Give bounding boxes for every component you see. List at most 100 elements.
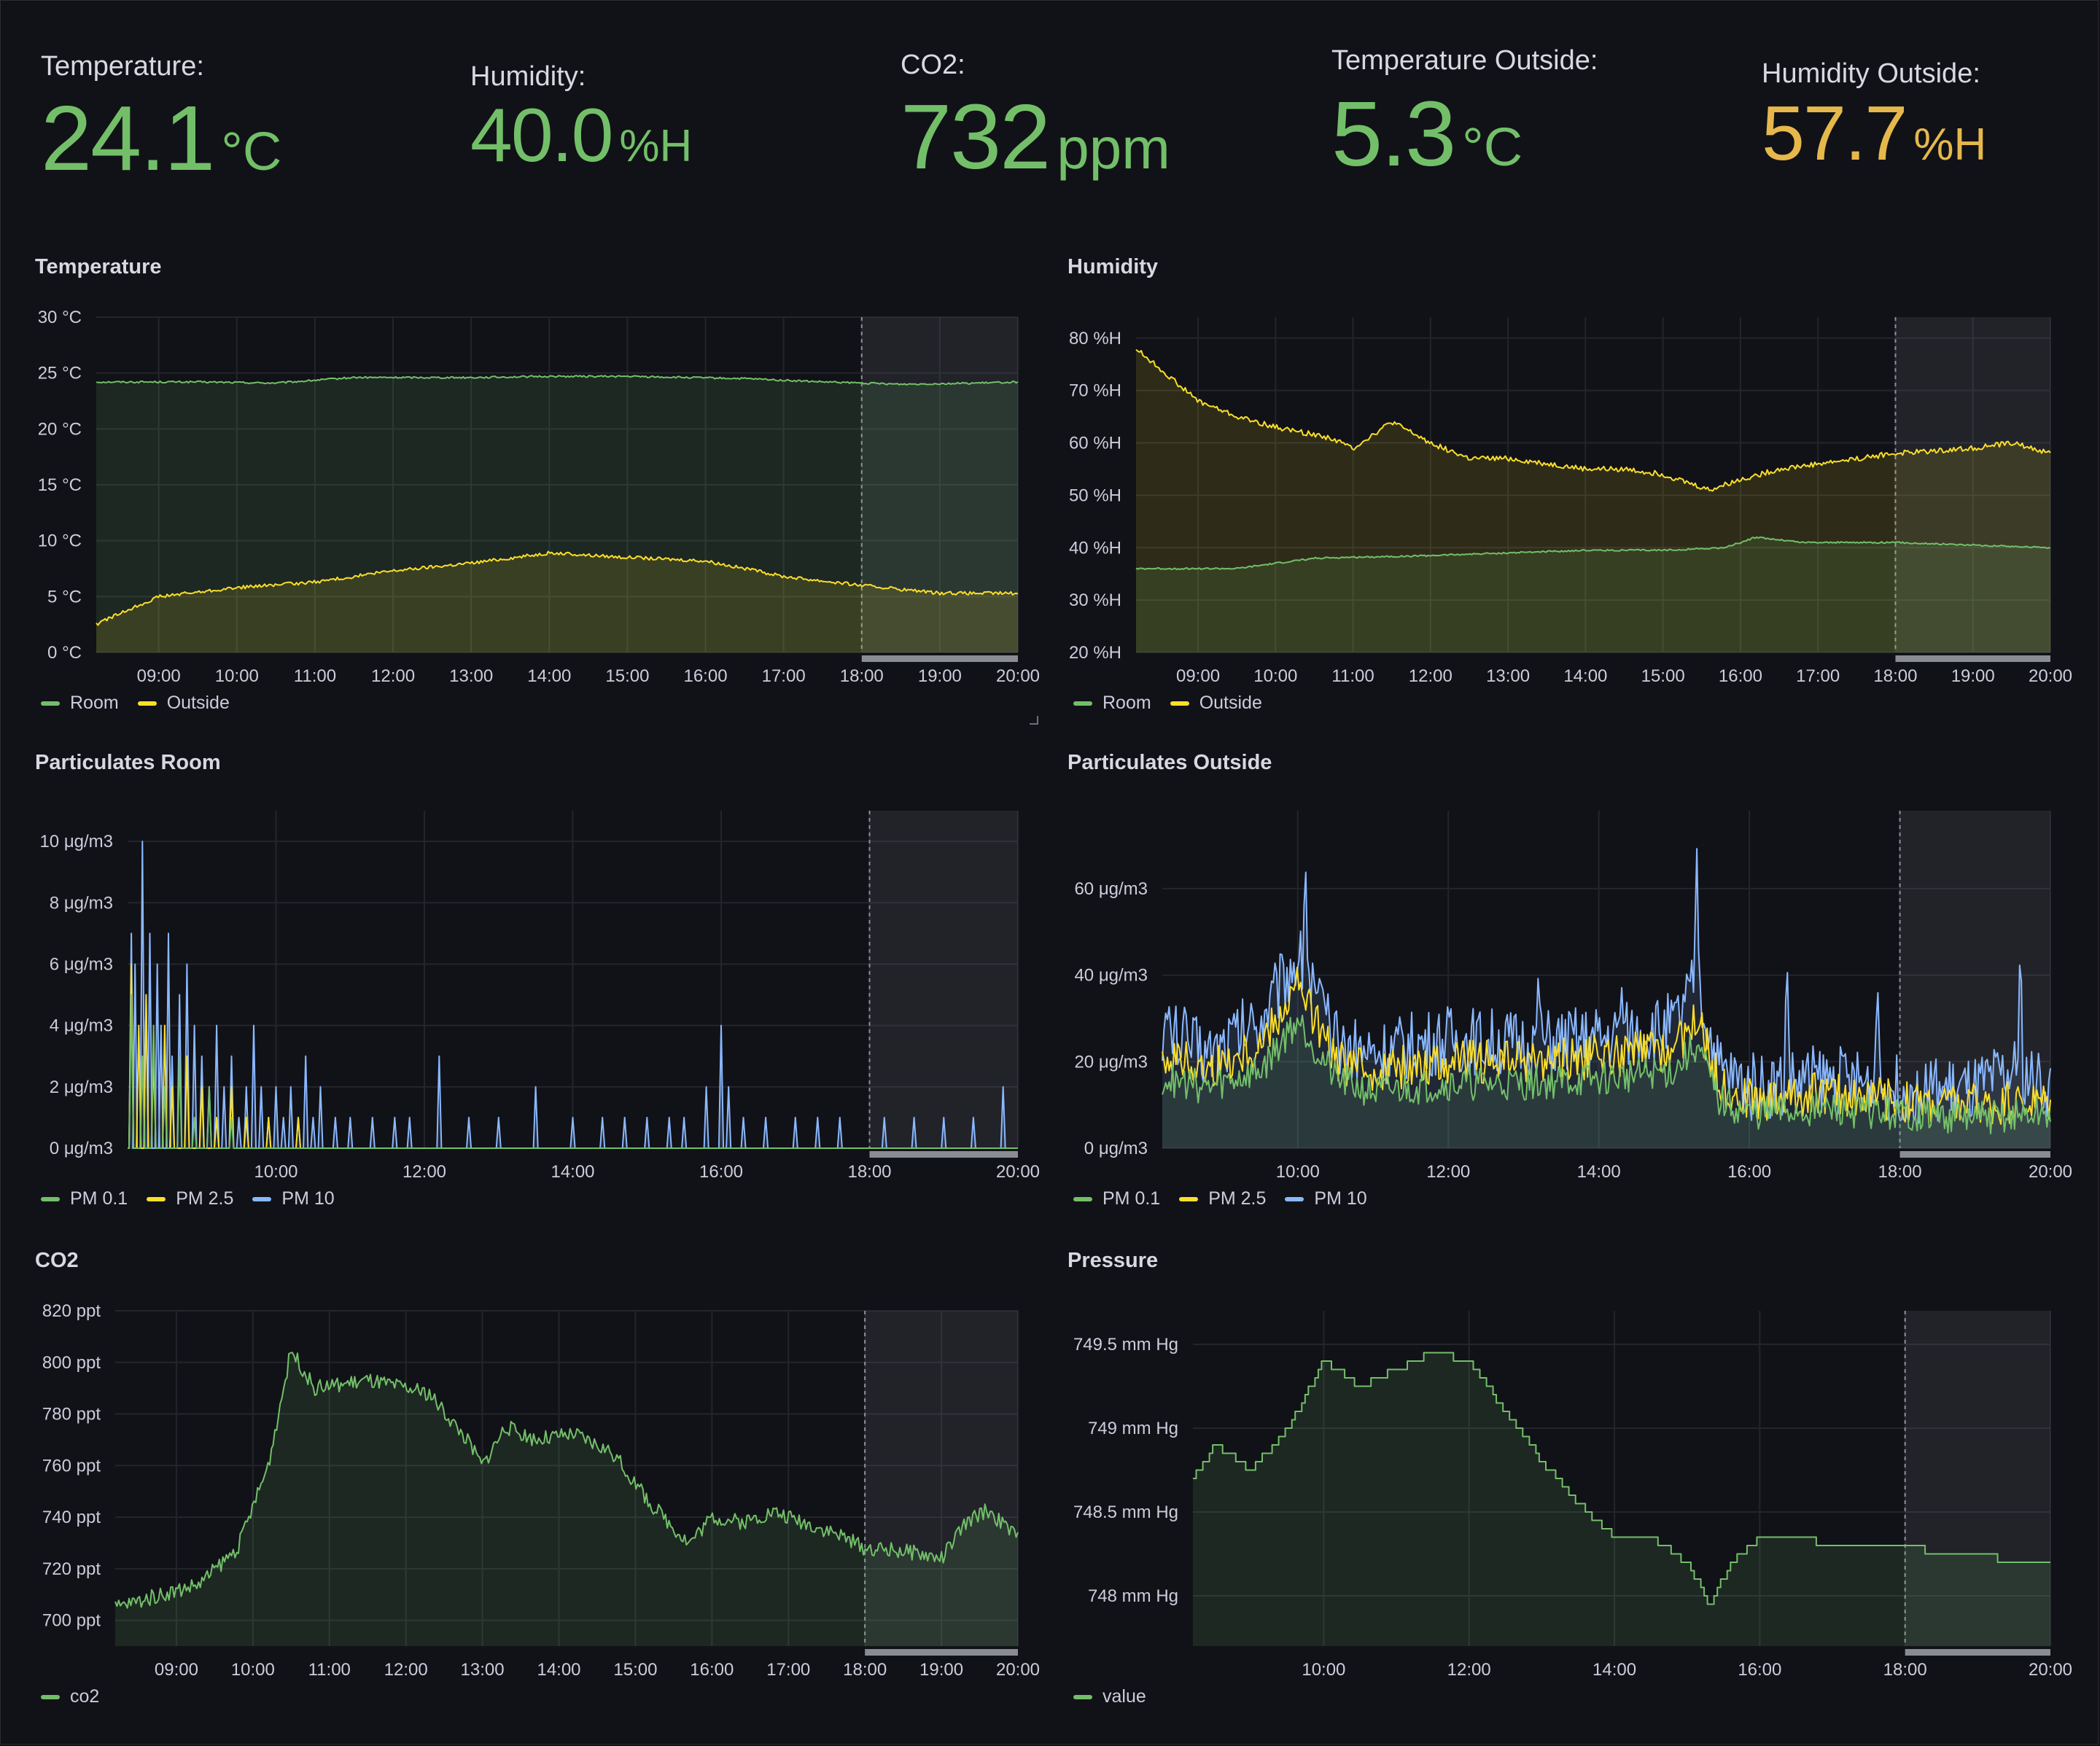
stat-value: 732 — [901, 85, 1049, 188]
y-tick-label: 4 μg/m3 — [50, 1016, 113, 1036]
temperature-chart: 0 °C 5 °C 10 °C 15 °C 20 °C 25 °C 30 °C 09:00 10… — [0, 255, 1043, 693]
stat-value: 24.1 — [41, 87, 214, 190]
stat-value-wrap: 40.0 %H — [470, 93, 692, 179]
legend-swatch — [1170, 701, 1189, 706]
x-tick-label: 20:00 — [2029, 1162, 2072, 1182]
panel-particulates-room[interactable]: Particulates Room 0 μg/m3 2 μg/m3 4 μg/m3 6… — [0, 751, 1043, 1217]
y-tick-label: 749 mm Hg — [1088, 1419, 1178, 1438]
y-tick-label: 10 °C — [38, 531, 82, 551]
stat-humidity-outside[interactable]: Humidity Outside: 57.7 %H — [1762, 58, 1986, 178]
time-region-highlight — [870, 811, 1019, 1148]
legend-item-pm01[interactable]: PM 0.1 — [41, 1188, 128, 1209]
legend-item-pm10[interactable]: PM 10 — [252, 1188, 334, 1209]
y-tick-label: 740 ppt — [42, 1508, 101, 1527]
legend: Room Outside — [41, 693, 230, 714]
x-tick-label: 19:00 — [1951, 666, 1995, 686]
time-region-bar — [1900, 1151, 2050, 1158]
legend-item-value[interactable]: value — [1073, 1686, 1146, 1707]
stat-temperature-outside[interactable]: Temperature Outside: 5.3 °C — [1331, 45, 1598, 187]
legend-swatch — [1073, 1695, 1092, 1699]
panel-co2[interactable]: CO2 700 ppt 720 ppt 740 ppt 760 ppt 780 ppt 8… — [0, 1249, 1043, 1715]
legend-item-room[interactable]: Room — [41, 693, 119, 714]
legend-item-pm10[interactable]: PM 10 — [1285, 1188, 1366, 1209]
x-tick-label: 12:00 — [1426, 1162, 1470, 1182]
legend-item-pm01[interactable]: PM 0.1 — [1073, 1188, 1160, 1209]
x-tick-label: 17:00 — [766, 1660, 810, 1680]
y-tick-label: 10 μg/m3 — [39, 832, 113, 851]
x-tick-label: 09:00 — [1176, 666, 1220, 686]
legend-label: Room — [70, 693, 119, 714]
x-tick-label: 10:00 — [1276, 1162, 1320, 1182]
x-tick-label: 10:00 — [231, 1660, 275, 1680]
y-tick-label: 20 μg/m3 — [1074, 1052, 1148, 1072]
x-tick-label: 20:00 — [2029, 666, 2072, 686]
legend-swatch — [1179, 1197, 1198, 1201]
y-tick-label: 30 °C — [38, 308, 82, 327]
x-tick-label: 12:00 — [384, 1660, 428, 1680]
x-tick-label: 18:00 — [1873, 666, 1917, 686]
stat-value-wrap: 57.7 %H — [1762, 90, 1986, 178]
stat-unit: ppm — [1057, 116, 1170, 181]
co2-chart: 700 ppt720 ppt740 ppt760 ppt780 ppt800 p… — [0, 1249, 1043, 1686]
y-tick-label: 8 μg/m3 — [50, 893, 113, 913]
x-tick-label: 18:00 — [1883, 1660, 1927, 1680]
particulates-outside-chart: 0 μg/m320 μg/m340 μg/m360 μg/m310:00 12:0… — [1032, 751, 2082, 1188]
legend-label: Outside — [1199, 693, 1262, 714]
x-tick-label: 18:00 — [843, 1660, 887, 1680]
y-tick-label: 748.5 mm Hg — [1073, 1503, 1178, 1522]
y-tick-label: 800 ppt — [42, 1353, 101, 1373]
y-tick-label: 60 %H — [1069, 434, 1121, 453]
legend-label: value — [1102, 1686, 1146, 1707]
panel-humidity[interactable]: Humidity 20 %H 30 %H 40 %H 50 %H 60 %H 70 %H 8… — [1032, 255, 2082, 729]
legend-item-outside[interactable]: Outside — [138, 693, 230, 714]
legend-item-pm25[interactable]: PM 2.5 — [147, 1188, 233, 1209]
panel-pressure[interactable]: Pressure 748 mm Hg 748.5 mm Hg 749 mm Hg 74… — [1032, 1249, 2082, 1715]
stat-label: Humidity: — [470, 61, 692, 93]
y-tick-label: 5 °C — [47, 587, 82, 607]
y-tick-label: 20 °C — [38, 419, 82, 439]
x-tick-label: 13:00 — [1486, 666, 1530, 686]
x-tick-label: 16:00 — [1727, 1162, 1771, 1182]
stat-value: 5.3 — [1331, 82, 1455, 185]
x-tick-label: 11:00 — [1331, 666, 1374, 686]
legend-label: PM 2.5 — [176, 1188, 233, 1209]
y-tick-label: 6 μg/m3 — [50, 954, 113, 974]
x-tick-label: 18:00 — [840, 666, 884, 686]
legend-item-room[interactable]: Room — [1073, 693, 1151, 714]
y-tick-label: 50 %H — [1069, 486, 1121, 505]
legend-label: PM 0.1 — [1102, 1188, 1160, 1209]
stat-label: Humidity Outside: — [1762, 58, 1986, 90]
time-region-bar — [1895, 655, 2050, 662]
stat-humidity[interactable]: Humidity: 40.0 %H — [470, 61, 692, 179]
y-tick-label: 2 μg/m3 — [50, 1077, 113, 1097]
legend-swatch — [41, 1197, 60, 1201]
pressure-chart: 748 mm Hg 748.5 mm Hg 749 mm Hg 749.5 mm Hg… — [1032, 1249, 2082, 1686]
legend: Room Outside — [1073, 693, 1262, 714]
stat-unit: %H — [619, 121, 692, 171]
y-tick-label: 760 ppt — [42, 1456, 101, 1476]
panel-particulates-outside[interactable]: Particulates Outside 0 μg/m3 20 μg/m3 40 μ… — [1032, 751, 2082, 1217]
legend-item-co2[interactable]: co2 — [41, 1686, 99, 1707]
x-tick-label: 15:00 — [613, 1660, 657, 1680]
stat-co2[interactable]: CO2: 732 ppm — [901, 50, 1170, 190]
legend-item-outside[interactable]: Outside — [1170, 693, 1262, 714]
x-tick-label: 09:00 — [155, 1660, 198, 1680]
x-tick-label: 10:00 — [1302, 1660, 1345, 1680]
stat-value: 57.7 — [1762, 90, 1906, 176]
stat-value-wrap: 732 ppm — [901, 84, 1170, 190]
x-tick-label: 17:00 — [762, 666, 806, 686]
legend-label: PM 10 — [281, 1188, 334, 1209]
stat-value-wrap: 24.1 °C — [41, 85, 281, 191]
legend-item-pm25[interactable]: PM 2.5 — [1179, 1188, 1266, 1209]
x-tick-label: 15:00 — [605, 666, 649, 686]
x-tick-label: 18:00 — [847, 1162, 891, 1182]
x-tick-label: 16:00 — [699, 1162, 743, 1182]
stat-unit: °C — [1462, 117, 1522, 177]
stat-temperature[interactable]: Temperature: 24.1 °C — [41, 51, 281, 191]
panel-temperature[interactable]: Temperature 0 °C 5 °C 10 °C 15 °C 20 °C 25 °C… — [0, 255, 1043, 729]
time-region-bar — [1905, 1649, 2050, 1656]
legend-label: Room — [1102, 693, 1151, 714]
legend-swatch — [1073, 1197, 1092, 1201]
x-tick-label: 13:00 — [461, 1660, 505, 1680]
x-tick-label: 13:00 — [449, 666, 493, 686]
